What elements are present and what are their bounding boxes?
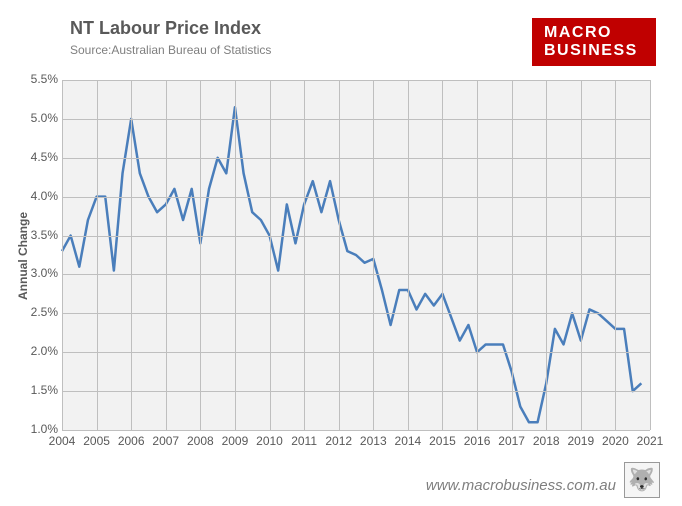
footer-url: www.macrobusiness.com.au [426,477,616,494]
x-tick-label: 2013 [356,434,390,448]
y-tick-label: 5.0% [18,111,58,125]
logo-line2: BUSINESS [544,42,638,60]
y-gridline [62,119,650,120]
x-gridline [477,80,478,430]
x-gridline [512,80,513,430]
x-tick-label: 2006 [114,434,148,448]
y-tick-label: 4.0% [18,189,58,203]
x-gridline [62,80,63,430]
y-tick-label: 2.5% [18,305,58,319]
y-gridline [62,236,650,237]
x-tick-label: 2021 [633,434,667,448]
x-tick-label: 2007 [149,434,183,448]
x-tick-label: 2019 [564,434,598,448]
logo-line1: MACRO [544,24,612,42]
y-tick-label: 2.0% [18,344,58,358]
y-tick-label: 5.5% [18,72,58,86]
x-tick-label: 2016 [460,434,494,448]
y-gridline [62,313,650,314]
x-gridline [581,80,582,430]
x-gridline [166,80,167,430]
x-tick-label: 2018 [529,434,563,448]
chart-plot-area [62,80,650,430]
y-axis-label: Annual Change [16,212,30,300]
x-gridline [235,80,236,430]
y-gridline [62,391,650,392]
y-tick-label: 1.5% [18,383,58,397]
wolf-icon: 🐺 [624,462,660,498]
x-gridline [615,80,616,430]
x-gridline [546,80,547,430]
x-tick-label: 2004 [45,434,79,448]
x-gridline [373,80,374,430]
x-gridline [408,80,409,430]
x-gridline [442,80,443,430]
y-tick-label: 3.0% [18,266,58,280]
x-tick-label: 2014 [391,434,425,448]
x-tick-label: 2011 [287,434,321,448]
brand-logo: MACRO BUSINESS [532,18,656,66]
y-tick-label: 4.5% [18,150,58,164]
y-gridline [62,352,650,353]
x-gridline [304,80,305,430]
x-tick-label: 2017 [495,434,529,448]
x-gridline [200,80,201,430]
y-gridline [62,80,650,81]
y-gridline [62,197,650,198]
x-gridline [339,80,340,430]
x-gridline [97,80,98,430]
x-tick-label: 2015 [425,434,459,448]
x-tick-label: 2009 [218,434,252,448]
x-gridline [270,80,271,430]
y-gridline [62,430,650,431]
x-tick-label: 2005 [80,434,114,448]
x-gridline [650,80,651,430]
x-tick-label: 2008 [183,434,217,448]
y-gridline [62,274,650,275]
y-tick-label: 3.5% [18,228,58,242]
x-tick-label: 2012 [322,434,356,448]
x-tick-label: 2010 [253,434,287,448]
x-tick-label: 2020 [598,434,632,448]
x-gridline [131,80,132,430]
y-gridline [62,158,650,159]
